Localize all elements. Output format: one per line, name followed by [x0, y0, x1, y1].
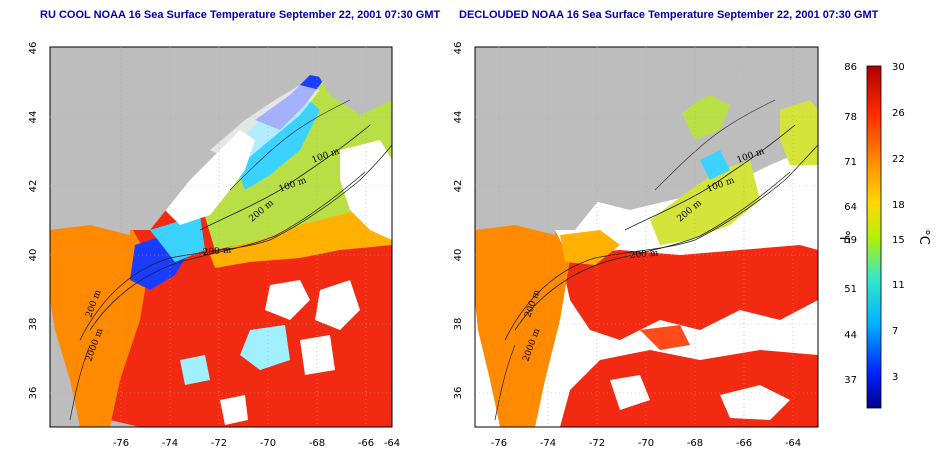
right-map-grid — [475, 47, 818, 427]
fahrenheit-tick: 51 — [844, 284, 857, 295]
fahrenheit-tick: 86 — [844, 62, 857, 73]
left-map-frame — [49, 46, 393, 428]
colorbar-fahrenheit-ticks: 86 78 71 64 59 51 44 37 — [844, 62, 857, 386]
lon-tick-label: -66 — [358, 438, 374, 449]
lat-tick-label: 42 — [28, 180, 39, 193]
fahrenheit-tick: 64 — [844, 202, 857, 213]
colorbar — [866, 65, 882, 409]
lon-tick-label: -64 — [384, 438, 400, 449]
lon-tick-label: -76 — [491, 438, 507, 449]
celsius-tick: 30 — [892, 62, 905, 73]
isobath-100m — [624, 124, 796, 231]
shelf-cool-area — [200, 80, 392, 250]
fahrenheit-unit-label: °F — [836, 230, 851, 244]
lat-tick-label: 40 — [28, 249, 39, 262]
lon-tick-label: -70 — [638, 438, 654, 449]
isobath-100m — [199, 124, 371, 231]
celsius-unit-label: °C — [916, 229, 931, 245]
colorbar-celsius-ticks: 30 26 22 18 15 11 7 3 — [892, 62, 905, 383]
lon-tick-label: -70 — [260, 438, 276, 449]
right-panel-title: DECLOUDED NOAA 16 Sea Surface Temperatur… — [459, 9, 879, 21]
lon-tick-label: -72 — [589, 438, 605, 449]
lon-tick-label: -68 — [309, 438, 325, 449]
lat-tick-label: 36 — [28, 387, 39, 400]
lon-tick-label: -66 — [736, 438, 752, 449]
lon-tick-label: -76 — [113, 438, 129, 449]
lon-tick-label: -74 — [162, 438, 178, 449]
isobath-2000m — [504, 144, 818, 341]
lat-tick-label: 44 — [28, 111, 39, 124]
lon-tick-label: -72 — [211, 438, 227, 449]
lon-tick-label: -68 — [687, 438, 703, 449]
left-lat-axis: 46 44 42 40 38 36 — [28, 42, 39, 400]
celsius-tick: 15 — [892, 235, 905, 246]
isobath-200m — [89, 171, 366, 331]
lat-tick-label: 40 — [453, 249, 464, 262]
celsius-tick: 11 — [892, 280, 905, 291]
isobath-200m — [514, 171, 791, 331]
celsius-tick: 26 — [892, 108, 905, 119]
lat-tick-label: 46 — [453, 42, 464, 55]
left-map — [50, 47, 392, 427]
celsius-tick: 7 — [892, 326, 898, 337]
right-lat-axis: 46 44 42 40 38 36 — [453, 42, 464, 400]
ocean-warm-area — [560, 245, 818, 340]
lon-tick-label: -74 — [540, 438, 556, 449]
celsius-tick: 3 — [892, 372, 898, 383]
right-map — [475, 47, 818, 427]
shelf-cool-area — [650, 160, 760, 245]
fahrenheit-tick: 59 — [844, 235, 857, 246]
lat-tick-label: 38 — [453, 318, 464, 331]
left-contour-label: 200 m — [202, 245, 232, 257]
isobath-2000m — [79, 144, 392, 341]
left-panel-title: RU COOL NOAA 16 Sea Surface Temperature … — [40, 9, 441, 21]
fahrenheit-tick: 78 — [844, 112, 857, 123]
fahrenheit-tick: 37 — [844, 375, 857, 386]
lon-tick-label: -64 — [785, 438, 801, 449]
lat-tick-label: 44 — [453, 111, 464, 124]
celsius-tick: 22 — [892, 154, 905, 165]
celsius-tick: 18 — [892, 200, 905, 211]
right-contour-label: 200 m — [629, 248, 659, 260]
right-lon-axis: -76 -74 -72 -70 -68 -66 -64 — [491, 438, 801, 449]
fahrenheit-tick: 71 — [844, 157, 857, 168]
shelf-orange-area — [50, 215, 150, 427]
lat-tick-label: 42 — [453, 180, 464, 193]
lat-tick-label: 38 — [28, 318, 39, 331]
left-lon-axis: -76 -74 -72 -70 -68 -66 -64 — [113, 438, 400, 449]
lat-tick-label: 46 — [28, 42, 39, 55]
lat-tick-label: 36 — [453, 387, 464, 400]
left-map-grid — [50, 47, 392, 427]
fahrenheit-tick: 44 — [844, 330, 857, 341]
right-map-frame — [474, 46, 819, 428]
